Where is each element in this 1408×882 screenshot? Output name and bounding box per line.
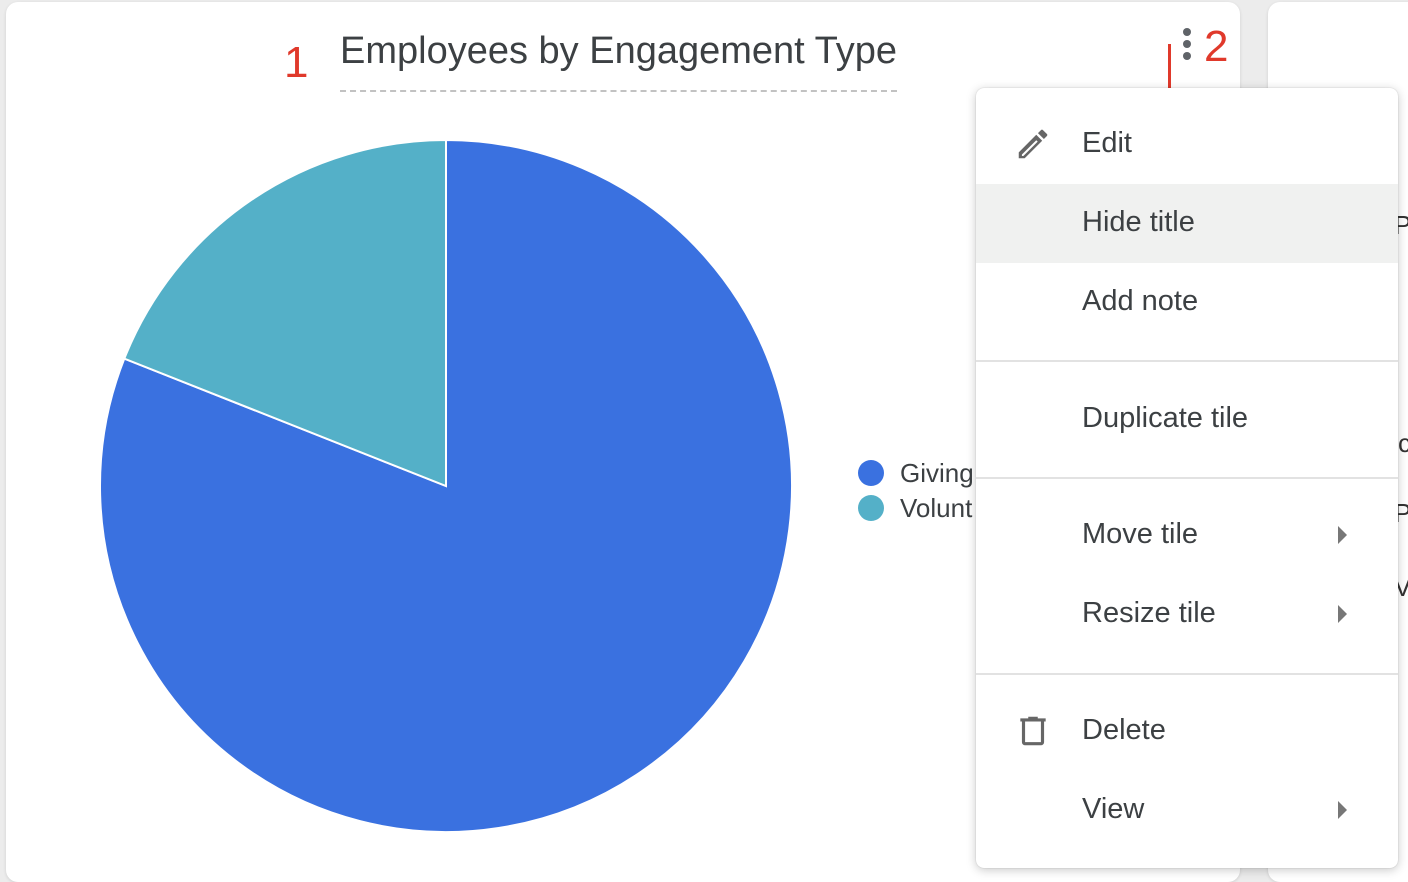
menu-item-label: Add note [1082, 285, 1199, 317]
menu-item-label: Hide title [1082, 206, 1195, 238]
trash-icon [1020, 716, 1046, 746]
menu-item-view[interactable]: View [976, 771, 1398, 850]
menu-item-edit[interactable]: Edit [976, 105, 1398, 184]
menu-divider [976, 673, 1398, 675]
adjacent-tile-text: c [1398, 428, 1408, 458]
pie-chart [99, 138, 793, 833]
menu-item-add-note[interactable]: Add note [976, 263, 1398, 342]
menu-item-label: Resize tile [1082, 597, 1216, 629]
menu-item-label: Delete [1082, 714, 1166, 746]
menu-item-label: Duplicate tile [1082, 402, 1249, 434]
menu-item-move-tile[interactable]: Move tile [976, 496, 1398, 575]
menu-item-resize-tile[interactable]: Resize tile [976, 575, 1398, 654]
kebab-menu-icon[interactable] [1176, 26, 1198, 62]
menu-item-label: Move tile [1082, 518, 1199, 550]
chevron-right-icon [1338, 605, 1347, 623]
annotation-number-2: 2 [1204, 22, 1229, 71]
legend-label: Giving [900, 458, 974, 488]
pie-slice-volunt[interactable] [122, 138, 447, 488]
menu-item-hide-title[interactable]: Hide title [976, 184, 1398, 263]
menu-item-label: Edit [1082, 127, 1132, 159]
menu-item-delete[interactable]: Delete [976, 692, 1398, 771]
pencil-icon [1018, 129, 1048, 159]
menu-divider [976, 360, 1398, 362]
menu-item-duplicate-tile[interactable]: Duplicate tile [976, 380, 1398, 459]
annotation-number-1: 1 [284, 38, 309, 87]
chevron-right-icon [1338, 801, 1347, 819]
legend-dot [858, 495, 884, 521]
tile-title[interactable]: Employees by Engagement Type [340, 28, 897, 92]
legend-dot [858, 460, 884, 486]
tile-context-menu: Edit Hide title Add note Duplicate tile … [976, 88, 1398, 868]
menu-divider [976, 477, 1398, 479]
legend-label: Volunt [900, 493, 973, 523]
menu-item-label: View [1082, 793, 1145, 825]
chevron-right-icon [1338, 526, 1347, 544]
annotation-arrow [1168, 44, 1171, 102]
